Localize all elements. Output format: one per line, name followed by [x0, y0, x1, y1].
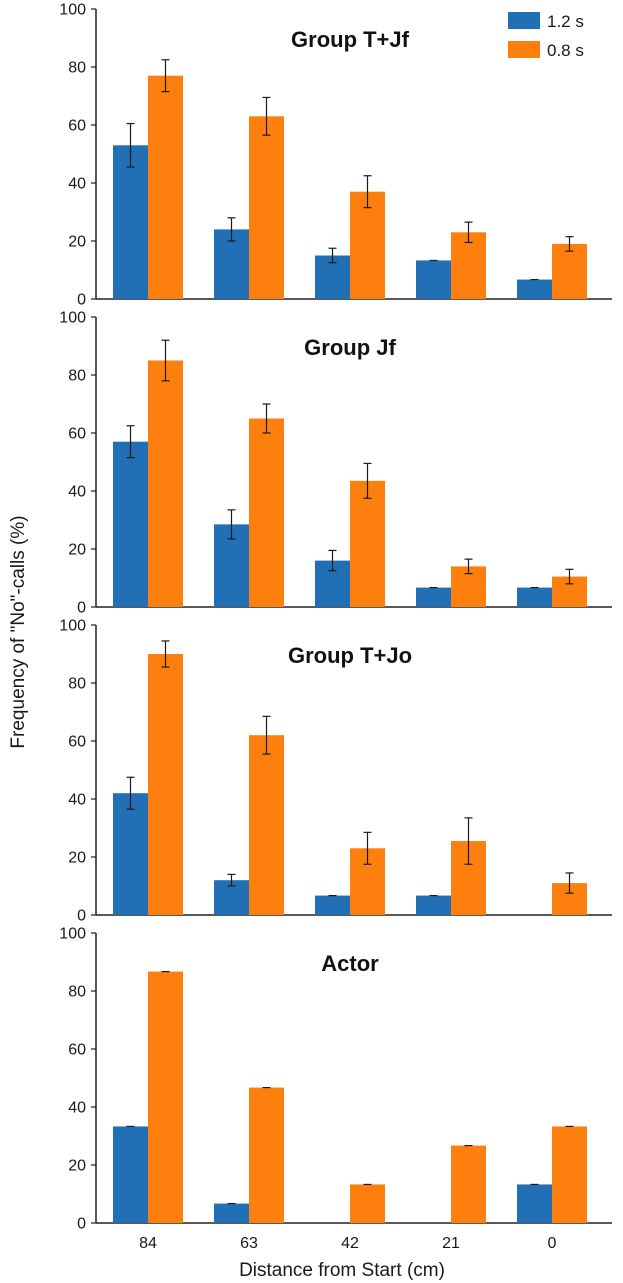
x-axis-title: Distance from Start (cm) — [239, 1260, 445, 1281]
bar — [350, 480, 385, 607]
bar — [249, 418, 284, 607]
y-tick-label: 80 — [68, 984, 86, 1001]
bar — [113, 1126, 148, 1223]
bar — [148, 971, 183, 1223]
legend-swatch — [508, 41, 540, 58]
bar — [552, 243, 587, 299]
y-tick-label: 100 — [59, 310, 86, 327]
y-tick-label: 0 — [77, 292, 86, 309]
y-tick-label: 80 — [68, 368, 86, 385]
panel-title: Group T+Jo — [288, 643, 412, 668]
y-tick-label: 80 — [68, 60, 86, 77]
x-tick-label: 42 — [341, 1235, 359, 1252]
bar — [350, 191, 385, 299]
y-tick-label: 40 — [68, 792, 86, 809]
y-axis-title: Frequency of "No"-calls (%) — [8, 515, 29, 748]
bar — [416, 587, 451, 607]
bar — [552, 1126, 587, 1223]
y-tick-label: 40 — [68, 176, 86, 193]
y-tick-label: 20 — [68, 542, 86, 559]
y-tick-label: 0 — [77, 908, 86, 925]
y-tick-label: 20 — [68, 1158, 86, 1175]
y-tick-label: 20 — [68, 850, 86, 867]
panel-title: Group T+Jf — [291, 27, 410, 52]
x-tick-label: 0 — [548, 1235, 557, 1252]
legend-swatch — [508, 12, 540, 29]
bar — [517, 587, 552, 607]
bar — [249, 1087, 284, 1223]
bar — [148, 360, 183, 607]
bar — [451, 232, 486, 299]
bar — [416, 260, 451, 299]
bar — [350, 1184, 385, 1223]
y-tick-label: 60 — [68, 426, 86, 443]
y-tick-label: 80 — [68, 676, 86, 693]
panel-title: Actor — [321, 951, 379, 976]
bar — [214, 1203, 249, 1223]
y-tick-label: 60 — [68, 118, 86, 135]
bar — [315, 895, 350, 915]
x-tick-label: 84 — [139, 1235, 157, 1252]
y-tick-label: 0 — [77, 1216, 86, 1233]
y-tick-label: 40 — [68, 1100, 86, 1117]
panel-title: Group Jf — [304, 335, 396, 360]
y-tick-label: 60 — [68, 1042, 86, 1059]
bar — [113, 441, 148, 607]
bar — [517, 1184, 552, 1223]
bar — [113, 793, 148, 915]
bar — [249, 735, 284, 915]
legend-label: 1.2 s — [547, 12, 584, 31]
y-tick-label: 20 — [68, 234, 86, 251]
x-tick-label: 21 — [442, 1235, 460, 1252]
bar — [148, 75, 183, 299]
y-tick-label: 40 — [68, 484, 86, 501]
bar — [517, 279, 552, 299]
bar — [249, 116, 284, 299]
bar — [416, 895, 451, 915]
y-tick-label: 0 — [77, 600, 86, 617]
bar — [148, 654, 183, 915]
y-tick-label: 100 — [59, 926, 86, 943]
legend-label: 0.8 s — [547, 41, 584, 60]
y-tick-label: 60 — [68, 734, 86, 751]
x-tick-label: 63 — [240, 1235, 258, 1252]
bar — [451, 1145, 486, 1223]
bar — [113, 145, 148, 299]
y-tick-label: 100 — [59, 2, 86, 19]
y-tick-label: 100 — [59, 618, 86, 635]
